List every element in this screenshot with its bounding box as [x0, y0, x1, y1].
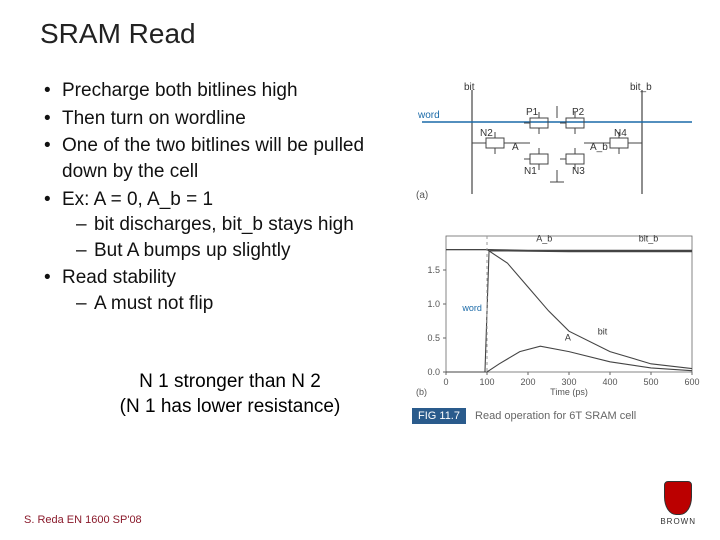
svg-text:500: 500: [643, 377, 658, 387]
sub-bullet: A must not flip: [72, 291, 400, 317]
svg-text:0: 0: [443, 377, 448, 387]
svg-text:300: 300: [561, 377, 576, 387]
svg-text:bit_b: bit_b: [639, 233, 659, 243]
svg-text:Time (ps): Time (ps): [550, 387, 588, 397]
svg-text:N2: N2: [480, 128, 493, 139]
svg-text:P1: P1: [526, 107, 539, 118]
svg-text:100: 100: [479, 377, 494, 387]
sub-bullet: bit discharges, bit_b stays high: [72, 212, 400, 238]
sub-bullet: But A bumps up slightly: [72, 238, 400, 264]
svg-text:bit: bit: [464, 82, 475, 93]
svg-text:(a): (a): [416, 190, 428, 201]
figure-tag: FIG 11.7: [412, 408, 466, 424]
logo-text: BROWN: [660, 517, 696, 526]
bullet-list: Precharge both bitlines high Then turn o…: [40, 78, 400, 319]
svg-text:200: 200: [520, 377, 535, 387]
svg-text:(b): (b): [416, 387, 427, 397]
footer-text: S. Reda EN 1600 SP'08: [24, 514, 142, 526]
svg-text:600: 600: [684, 377, 699, 387]
bullet-item: Then turn on wordline: [40, 106, 400, 132]
svg-text:A_b: A_b: [590, 142, 608, 153]
figure-caption: FIG 11.7 Read operation for 6T SRAM cell: [412, 408, 702, 424]
bullet-item: One of the two bitlines will be pulled d…: [40, 133, 400, 184]
timing-chart: 0.0 0.5 1.0 1.5 0 100 200 300 400 500 600 Time (ps)…: [412, 228, 702, 398]
svg-text:1.5: 1.5: [427, 265, 440, 275]
svg-text:bit: bit: [598, 327, 608, 337]
svg-text:A_b: A_b: [536, 233, 552, 243]
svg-text:N3: N3: [572, 166, 585, 177]
svg-text:A: A: [565, 333, 571, 343]
svg-text:P2: P2: [572, 107, 585, 118]
svg-text:N1: N1: [524, 166, 537, 177]
svg-text:word: word: [461, 303, 482, 313]
bullet-item: Read stability A must not flip: [40, 265, 400, 316]
svg-text:A: A: [512, 142, 519, 153]
page-title: SRAM Read: [40, 18, 196, 50]
svg-text:1.0: 1.0: [427, 299, 440, 309]
bullet-item: Precharge both bitlines high: [40, 78, 400, 104]
sram-circuit-diagram: bit bit_bword P1 P2 N1 N3 N2 N4 A A_b (a): [412, 82, 702, 202]
svg-text:400: 400: [602, 377, 617, 387]
svg-text:word: word: [417, 110, 440, 121]
shield-icon: [664, 481, 692, 515]
brown-logo: BROWN: [660, 481, 696, 526]
svg-text:0.0: 0.0: [427, 367, 440, 377]
bullet-item: Ex: A = 0, A_b = 1 bit discharges, bit_b…: [40, 187, 400, 264]
svg-text:0.5: 0.5: [427, 333, 440, 343]
side-note: N 1 stronger than N 2 (N 1 has lower res…: [80, 370, 380, 419]
figure-text: Read operation for 6T SRAM cell: [475, 410, 636, 422]
svg-text:bit_b: bit_b: [630, 82, 652, 93]
svg-text:N4: N4: [614, 128, 627, 139]
